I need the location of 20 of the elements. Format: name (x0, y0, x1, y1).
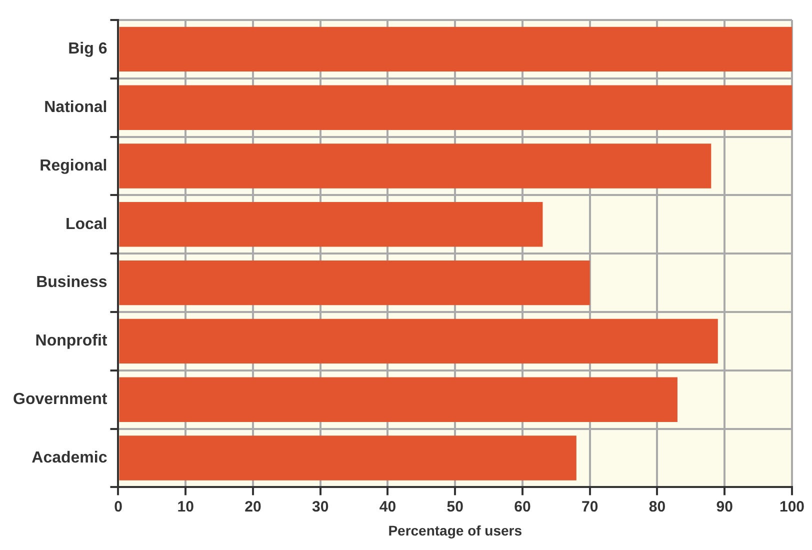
x-axis-title: Percentage of users (388, 522, 522, 538)
y-tick-label: National (44, 99, 108, 116)
y-tick-label: Regional (40, 157, 108, 174)
x-tick-label: 90 (716, 498, 733, 516)
y-tick-label: Business (36, 274, 108, 292)
x-tick-label: 60 (514, 498, 531, 516)
y-tick-label: Academic (32, 449, 108, 466)
x-tick-label: 40 (379, 498, 396, 516)
x-tick-label: 70 (582, 498, 598, 516)
x-tick-label: 10 (177, 498, 194, 516)
y-tick-label: Big 6 (68, 40, 108, 58)
y-tick-label: Nonprofit (35, 332, 108, 350)
y-tick-label: Local (65, 216, 108, 233)
y-tick-label: Government (12, 391, 108, 408)
x-tick-label: 0 (114, 498, 122, 516)
x-tick-label: 20 (244, 498, 262, 516)
x-tick-label: 100 (779, 498, 805, 516)
x-tick-label: 30 (312, 498, 329, 516)
x-tick-label: 50 (446, 498, 464, 516)
x-tick-label: 80 (648, 498, 666, 516)
